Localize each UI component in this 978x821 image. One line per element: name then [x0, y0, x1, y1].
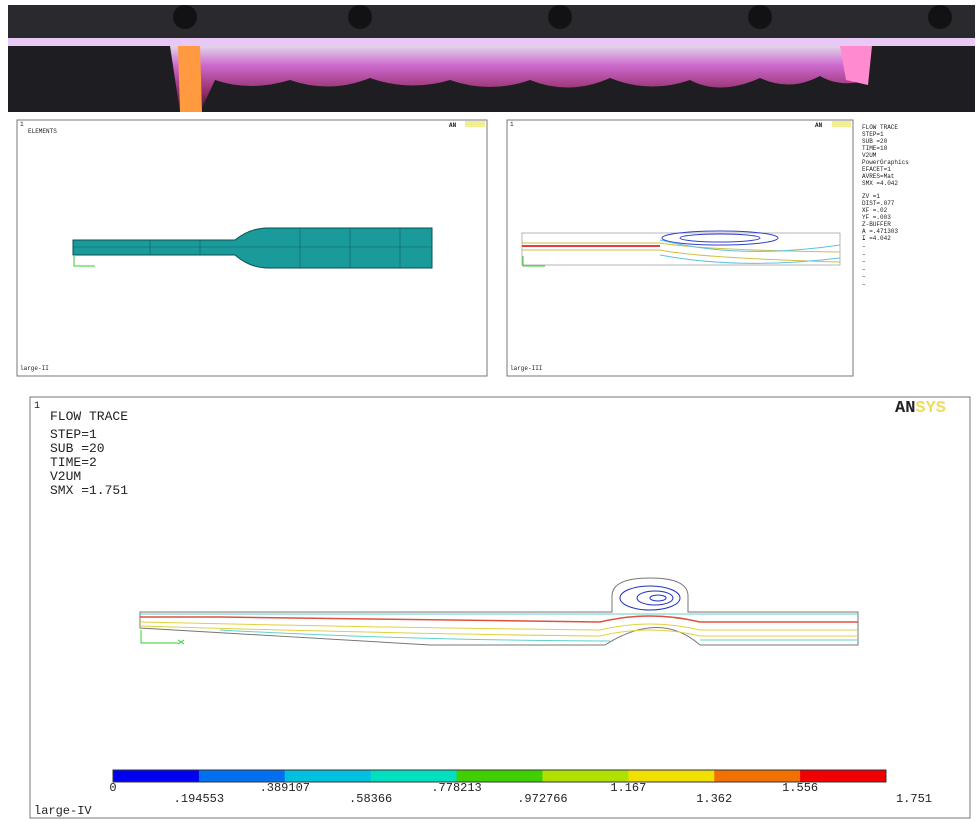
panel-footer: large-II: [20, 365, 49, 372]
legend-line: ZV =1: [862, 193, 880, 200]
plasma-photo: [8, 5, 975, 112]
panel-footer: large-IV: [34, 804, 92, 818]
scale-label: .778213: [431, 781, 481, 795]
legend-color: –: [862, 236, 866, 243]
legend-line: FLOW TRACE: [862, 124, 898, 131]
legend-line: SMX =4.042: [862, 180, 898, 187]
scale-label: 0: [109, 781, 116, 795]
logo: AN: [449, 122, 457, 129]
legend-color: –: [862, 266, 866, 273]
panel-elements: 1 ELEMENTS AN large-II: [17, 120, 487, 376]
legend-line: EFACET=1: [862, 166, 891, 173]
logo: AN: [815, 122, 823, 129]
panel-footer: large-III: [510, 365, 542, 372]
legend-color: –: [862, 281, 866, 288]
legend-line: XF =.02: [862, 207, 888, 214]
info-line: FLOW TRACE: [50, 409, 128, 424]
panel-number: 1: [510, 121, 514, 128]
legend-line: PowerGraphics: [862, 159, 909, 166]
legend-line: TIME=10: [862, 145, 888, 152]
figure: 1 ELEMENTS AN large-II 1 AN large-III FL…: [0, 0, 978, 821]
logo: ANSYS: [895, 399, 946, 418]
legend-line: A =.471303: [862, 228, 898, 235]
scale-label: 1.556: [782, 781, 818, 795]
info-line: SMX =1.751: [50, 483, 128, 498]
legend-line: Z-BUFFER: [862, 221, 891, 228]
legend-line: YF =.003: [862, 214, 891, 221]
scale-label: 1.751: [896, 792, 932, 806]
legend-color: –: [862, 259, 866, 266]
legend-color: –: [862, 244, 866, 251]
panel-number: 1: [20, 121, 24, 128]
info-line: TIME=2: [50, 455, 97, 470]
scale-label: .58366: [349, 792, 392, 806]
scale-label: .194553: [174, 792, 224, 806]
legend-line: STEP=1: [862, 131, 884, 138]
legend-line: V2UM: [862, 152, 877, 159]
color-segment: [113, 770, 199, 782]
scale-label: 1.362: [696, 792, 732, 806]
scale-label: .972766: [517, 792, 567, 806]
legend-color: –: [862, 251, 866, 258]
legend-color: –: [862, 274, 866, 281]
info-line: V2UM: [50, 469, 81, 484]
legend-line: SUB =20: [862, 138, 888, 145]
panel-number: 1: [34, 401, 40, 412]
panel-title: ELEMENTS: [28, 128, 57, 135]
legend-line: AVRES=Mat: [862, 173, 894, 180]
legend-line: DIST=.077: [862, 200, 895, 207]
info-line: STEP=1: [50, 427, 97, 442]
info-line: SUB =20: [50, 441, 105, 456]
scale-label: .389107: [260, 781, 310, 795]
legend-line: I =4.042: [862, 235, 891, 242]
scale-label: 1.167: [610, 781, 646, 795]
